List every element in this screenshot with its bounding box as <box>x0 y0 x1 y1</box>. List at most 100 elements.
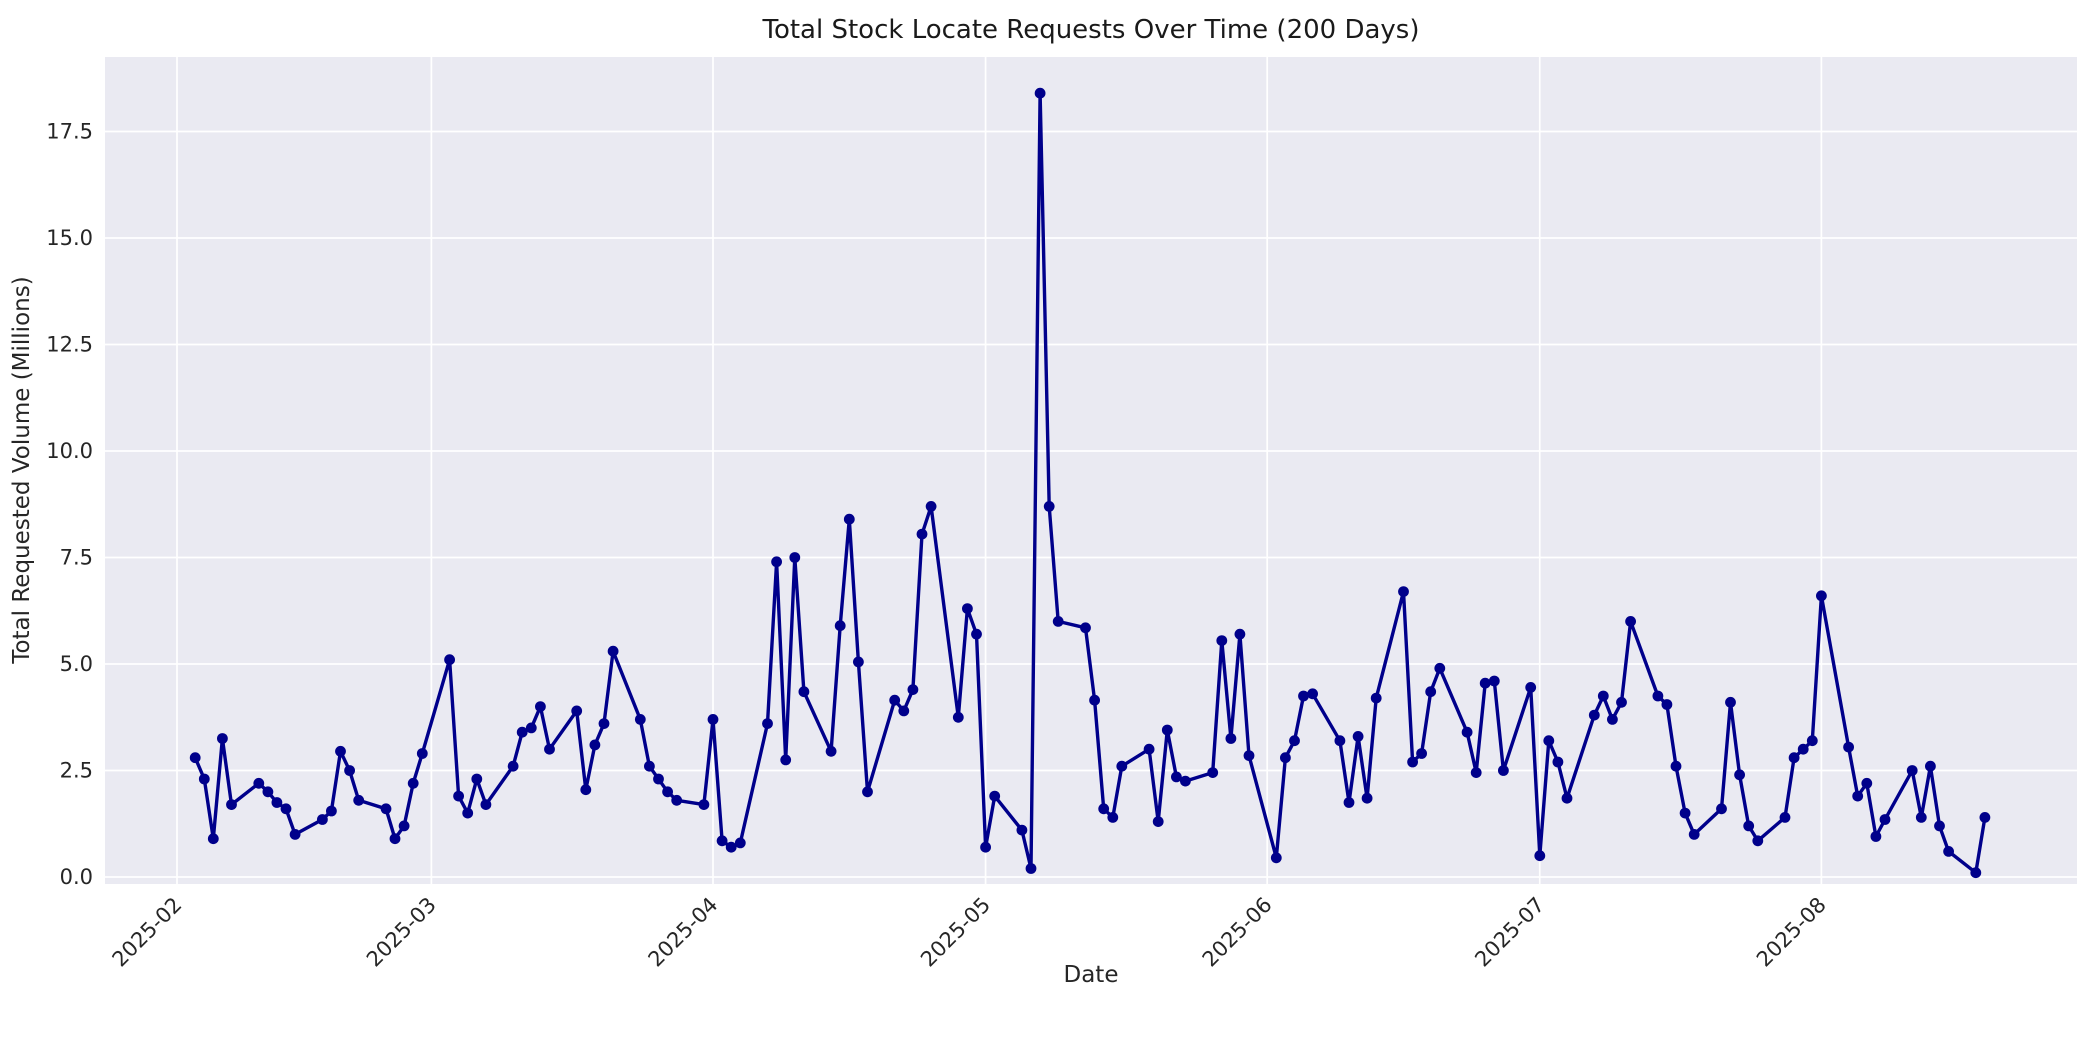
data-point <box>1052 616 1064 627</box>
data-point <box>1816 590 1827 602</box>
data-point <box>1243 750 1255 761</box>
data-point <box>1525 682 1537 693</box>
data-point <box>916 528 928 540</box>
data-point <box>1425 686 1437 698</box>
series-line <box>193 91 1987 875</box>
data-point <box>1743 820 1755 832</box>
data-point <box>644 760 655 772</box>
data-point <box>344 765 355 776</box>
data-point <box>771 556 782 568</box>
data-point <box>1543 735 1555 747</box>
data-point <box>662 786 673 798</box>
data-point <box>1361 792 1373 804</box>
data-point <box>326 805 337 817</box>
data-point <box>1925 760 1936 772</box>
data-point <box>1734 769 1745 781</box>
data-point <box>317 814 328 825</box>
data-point <box>825 745 837 757</box>
data-point <box>598 718 610 729</box>
data-point <box>262 786 274 798</box>
data-point <box>516 726 528 738</box>
chart-title: Total Stock Locate Requests Over Time (2… <box>761 15 1419 45</box>
data-point <box>989 790 1001 802</box>
data-point <box>907 684 919 695</box>
data-point <box>653 773 664 785</box>
data-point <box>889 694 901 706</box>
x-axis-label: Date <box>1064 962 1119 988</box>
data-point <box>271 797 283 808</box>
data-point <box>1534 850 1546 862</box>
data-point <box>1934 820 1945 832</box>
data-point <box>389 833 401 845</box>
data-point <box>1225 733 1237 744</box>
data-point <box>507 760 519 772</box>
data-point <box>862 786 873 798</box>
data-point <box>1089 694 1100 706</box>
data-point <box>762 718 773 729</box>
data-point <box>1398 586 1409 597</box>
data-point <box>980 841 991 853</box>
data-point <box>1561 792 1573 804</box>
data-point <box>1616 696 1627 708</box>
y-tick-label: 2.5 <box>60 759 93 783</box>
data-point <box>1625 616 1636 627</box>
data-point <box>353 794 365 806</box>
x-tick-label: 2025-08 <box>1752 893 1831 972</box>
data-point <box>698 799 710 810</box>
data-point <box>1498 765 1509 776</box>
data-point <box>1298 690 1309 702</box>
data-point <box>1652 690 1664 702</box>
data-point <box>1970 867 1982 879</box>
data-point <box>1043 501 1055 512</box>
data-point <box>1143 743 1155 755</box>
data-point <box>671 794 683 806</box>
data-point <box>1670 760 1682 772</box>
data-point <box>1870 831 1882 842</box>
x-tick-label: 2025-04 <box>644 893 723 972</box>
data-point <box>1979 812 1991 823</box>
data-point <box>1098 803 1110 815</box>
data-point <box>544 743 555 755</box>
data-point <box>253 777 265 789</box>
data-point <box>407 777 419 789</box>
data-point <box>1434 662 1446 674</box>
data-point <box>1488 675 1500 687</box>
y-tick-label: 0.0 <box>60 865 93 889</box>
data-point <box>1034 87 1046 99</box>
data-point <box>971 628 982 640</box>
data-point <box>1597 690 1609 702</box>
data-point <box>1270 852 1282 864</box>
data-point <box>1716 803 1727 815</box>
data-point <box>1861 777 1873 789</box>
data-point <box>1915 812 1927 823</box>
data-point <box>1116 760 1128 772</box>
data-point <box>1788 752 1800 764</box>
y-tick-label: 5.0 <box>60 652 93 676</box>
data-point <box>480 799 492 810</box>
data-point <box>843 513 855 525</box>
data-point <box>1025 863 1037 874</box>
data-point <box>952 711 964 723</box>
data-point <box>707 714 719 725</box>
data-point <box>1797 743 1809 755</box>
data-point <box>525 722 537 734</box>
data-point <box>1016 824 1028 836</box>
data-point <box>1307 688 1318 700</box>
data-point <box>1180 775 1191 787</box>
data-point <box>1879 814 1891 825</box>
data-point <box>1280 752 1291 764</box>
data-point <box>198 773 210 785</box>
data-point <box>1370 692 1382 704</box>
data-point <box>1661 699 1673 710</box>
data-point <box>1107 812 1119 823</box>
data-point <box>207 833 219 845</box>
data-point <box>1152 816 1164 827</box>
data-point <box>280 803 292 815</box>
data-point <box>1679 807 1691 819</box>
data-point <box>734 837 746 849</box>
x-tick-label: 2025-07 <box>1470 893 1549 972</box>
data-point <box>853 656 864 668</box>
data-point <box>1461 726 1473 738</box>
